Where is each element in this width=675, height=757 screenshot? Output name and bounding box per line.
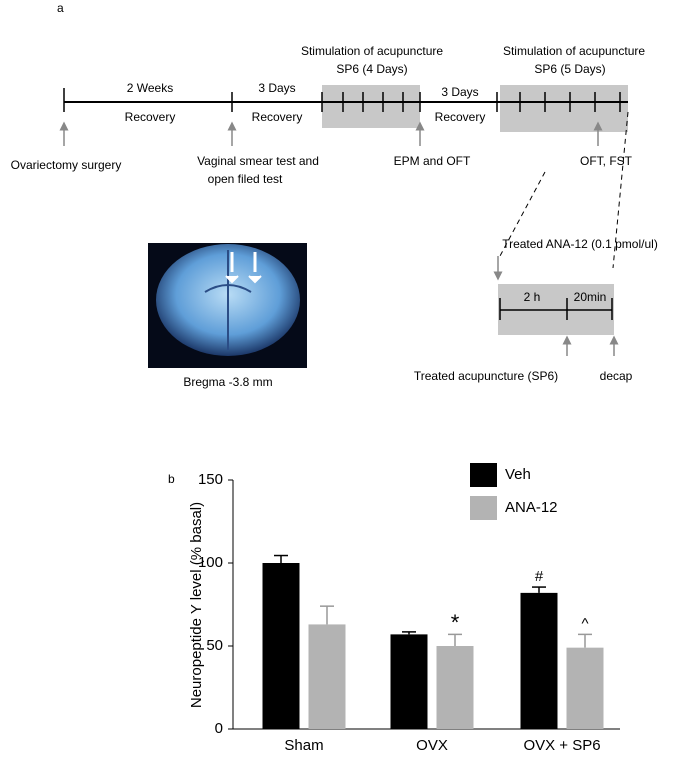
brain-image [148, 243, 307, 368]
stim-label: SP6 (4 Days) [336, 62, 407, 76]
zoom-lines [499, 111, 629, 269]
inset-label: decap [600, 369, 633, 383]
y-tick-label: 0 [215, 720, 223, 737]
y-tick-label: 150 [198, 471, 223, 488]
stim-label: Stimulation of acupuncture [503, 44, 645, 58]
stim-box [500, 85, 628, 132]
bar [436, 646, 474, 729]
event-label: Vaginal smear test and [197, 154, 319, 168]
period-label: 2 Weeks [127, 81, 173, 95]
panel-b: b Neuropeptide Y level (% basal) 0 50 100 1… [168, 463, 620, 754]
bar [520, 592, 558, 729]
bar [262, 563, 300, 729]
significance-marker: ^ [581, 615, 588, 632]
panel-a: a 2 Weeks Recovery 3 Days Recovery Stimu… [11, 1, 658, 389]
significance-marker: * [451, 610, 460, 635]
y-tick-label: 100 [198, 554, 223, 571]
bar [390, 634, 428, 729]
stim-label: SP6 (5 Days) [534, 62, 605, 76]
event-label: OFT, FST [580, 154, 633, 168]
bar [308, 624, 346, 729]
period-label: 3 Days [441, 85, 478, 99]
panel-label: b [168, 472, 175, 486]
legend-label: Veh [505, 466, 531, 483]
inset-timeline [499, 298, 613, 320]
bar [566, 647, 604, 729]
inset-label: Treated ANA-12 (0.1 pmol/ul) [502, 237, 658, 251]
period-label: Recovery [435, 110, 486, 124]
inset-label: 20min [574, 290, 607, 304]
stim-label: Stimulation of acupuncture [301, 44, 443, 58]
event-label: Ovariectomy surgery [11, 158, 122, 172]
timeline-ticks [63, 88, 621, 112]
panel-label: a [57, 1, 64, 15]
y-axis-label: Neuropeptide Y level (% basal) [188, 502, 205, 708]
event-label: open filed test [208, 172, 283, 186]
inset-label: 2 h [524, 290, 541, 304]
event-label: EPM and OFT [394, 154, 471, 168]
x-tick-label: OVX + SP6 [523, 737, 600, 754]
period-label: 3 Days [258, 81, 295, 95]
x-tick-label: OVX [416, 737, 448, 754]
inset-label: Treated acupuncture (SP6) [414, 369, 558, 383]
x-tick-label: Sham [284, 737, 323, 754]
legend-swatch [470, 496, 497, 520]
stim-box [322, 85, 420, 128]
y-tick-label: 50 [206, 637, 223, 654]
period-label: Recovery [125, 110, 176, 124]
legend-swatch [470, 463, 497, 487]
event-arrows [59, 121, 619, 356]
legend-label: ANA-12 [505, 499, 558, 516]
image-caption: Bregma -3.8 mm [183, 375, 272, 389]
period-label: Recovery [252, 110, 303, 124]
significance-marker: # [535, 568, 544, 585]
